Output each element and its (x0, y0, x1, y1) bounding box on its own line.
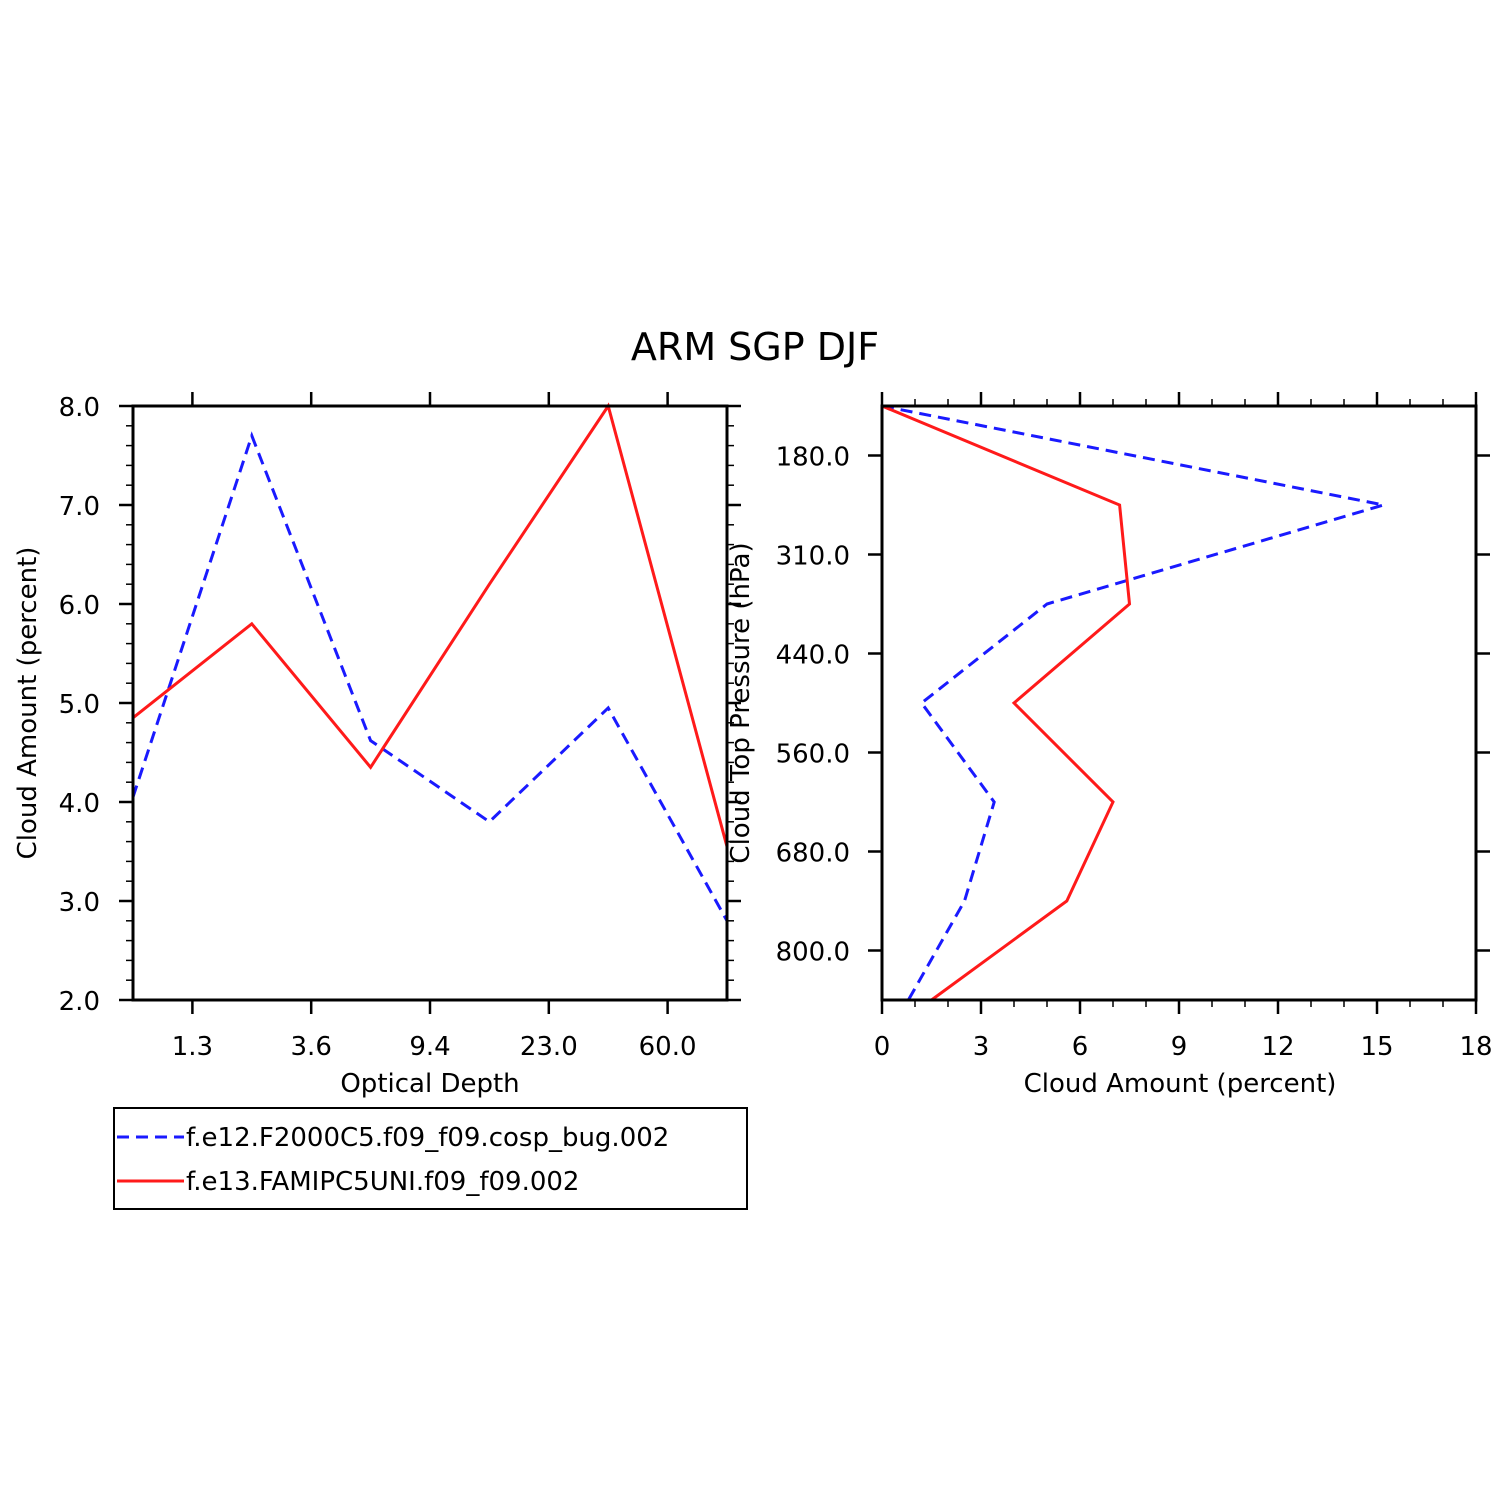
right-x-tick-label: 18 (1459, 1032, 1492, 1062)
left-y-tick-label: 8.0 (59, 393, 100, 423)
chart-title: ARM SGP DJF (631, 325, 879, 369)
left-x-tick-label: 60.0 (639, 1032, 697, 1062)
legend: f.e12.F2000C5.f09_f09.cosp_bug.002 f.e13… (113, 1107, 748, 1210)
left-series-line-1 (131, 431, 729, 922)
left-x-axis-label: Optical Depth (340, 1069, 519, 1099)
left-y-tick-label: 4.0 (59, 789, 100, 819)
left-x-tick-label: 1.3 (172, 1032, 213, 1062)
right-y-tick-label: 560.0 (776, 740, 850, 770)
right-y-tick-label: 310.0 (776, 542, 850, 572)
right-x-tick-label: 0 (874, 1032, 891, 1062)
right-tick-labels: 0 3 6 9 12 15 18 180.0 310.0 440.0 560.0 680.0 800.0 (776, 443, 1493, 1063)
right-x-tick-label: 15 (1360, 1032, 1393, 1062)
left-series (131, 402, 729, 922)
left-plot-frame (131, 404, 729, 1002)
right-y-tick-label: 440.0 (776, 641, 850, 671)
right-plot-frame (880, 404, 1478, 1002)
right-ticks (868, 392, 1490, 1014)
right-y-tick-label: 680.0 (776, 839, 850, 869)
left-y-tick-label: 3.0 (59, 888, 100, 918)
right-series-line-1 (881, 404, 1385, 1001)
right-x-tick-label: 3 (973, 1032, 990, 1062)
left-x-tick-label: 3.6 (291, 1032, 332, 1062)
left-y-tick-label: 2.0 (59, 987, 100, 1017)
left-y-tick-label: 5.0 (59, 690, 100, 720)
left-y-axis-label: Cloud Amount (percent) (13, 547, 43, 860)
right-y-axis-label: Cloud Top Pressure (hPa) (726, 542, 756, 863)
left-x-tick-label: 23.0 (520, 1032, 578, 1062)
right-series (881, 404, 1385, 1002)
left-y-tick-label: 6.0 (59, 591, 100, 621)
right-series-line-2 (881, 404, 1132, 1002)
right-x-axis-label: Cloud Amount (percent) (1024, 1069, 1337, 1099)
left-series-line-2 (132, 402, 729, 847)
left-x-tick-label: 9.4 (409, 1032, 450, 1062)
right-x-tick-label: 9 (1171, 1032, 1188, 1062)
right-x-tick-label: 12 (1261, 1032, 1294, 1062)
left-y-tick-label: 7.0 (59, 492, 100, 522)
left-panel: 2.0 3.0 4.0 5.0 6.0 7.0 8.0 1.3 3.6 9.4 23.0 60.0 O… (13, 392, 741, 1099)
legend-label-2: f.e13.FAMIPC5UNI.f09_f09.002 (186, 1167, 579, 1197)
right-panel: 0 3 6 9 12 15 18 180.0 310.0 440.0 560.0 680.0 800.0… (726, 392, 1493, 1099)
right-x-tick-label: 6 (1072, 1032, 1089, 1062)
legend-label-1: f.e12.F2000C5.f09_f09.cosp_bug.002 (186, 1123, 669, 1153)
left-ticks (119, 392, 741, 1014)
legend-box (113, 1107, 748, 1210)
right-y-tick-label: 800.0 (776, 938, 850, 968)
right-y-tick-label: 180.0 (776, 443, 850, 473)
left-tick-labels: 2.0 3.0 4.0 5.0 6.0 7.0 8.0 1.3 3.6 9.4 23.0 60.0 (59, 393, 697, 1062)
